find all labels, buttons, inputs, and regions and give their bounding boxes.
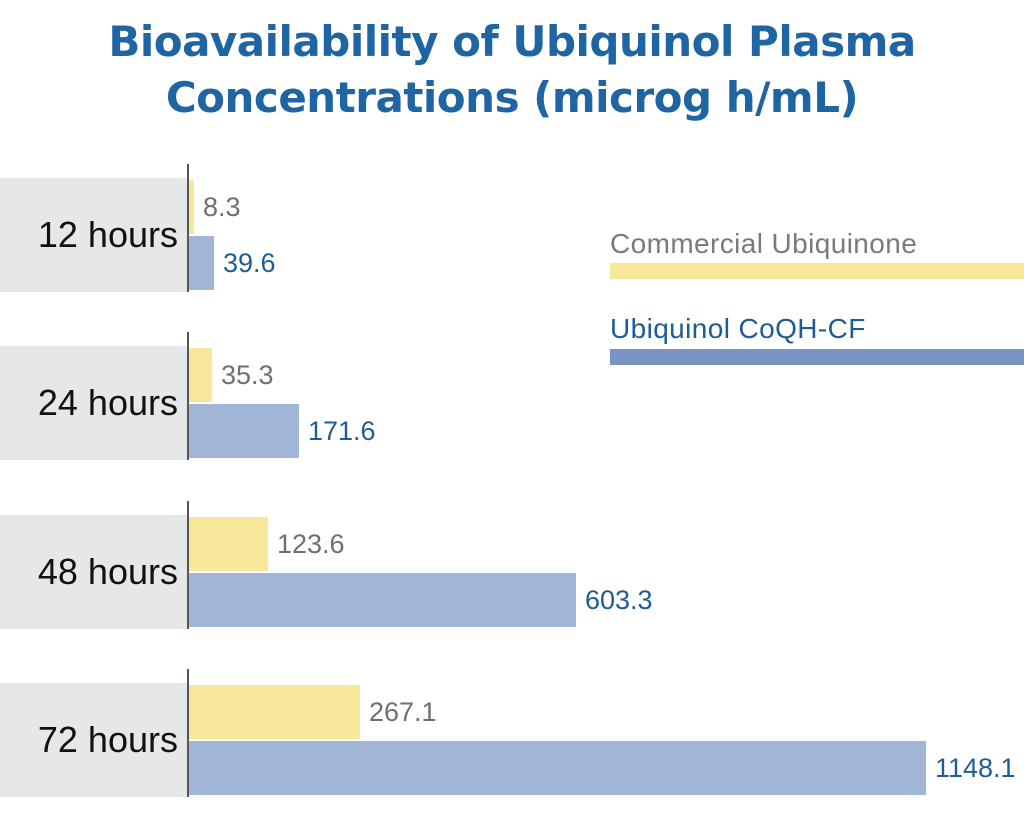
axis-segment-72-hours [187, 669, 189, 797]
chart-title-line-2: Concentrations (microg h/mL) [165, 73, 859, 122]
axis-segment-24-hours [187, 332, 189, 460]
bar-commercial-ubiquinone-12-hours [189, 180, 194, 234]
axis-segment-48-hours [187, 501, 189, 629]
data-label-ubiquinol-coqh-cf-24-hours: 171.6 [308, 416, 376, 446]
data-label-commercial-ubiquinone-72-hours: 267.1 [369, 697, 437, 727]
category-band-12-hours [0, 178, 188, 292]
data-label-commercial-ubiquinone-12-hours: 8.3 [203, 192, 241, 222]
bar-commercial-ubiquinone-72-hours [189, 685, 360, 739]
bar-ubiquinol-coqh-cf-12-hours [189, 236, 214, 290]
bar-ubiquinol-coqh-cf-72-hours [189, 741, 926, 795]
legend-label-commercial-ubiquinone: Commercial Ubiquinone [610, 228, 918, 259]
legend-label-ubiquinol-coqh-cf: Ubiquinol CoQH-CF [610, 313, 866, 344]
bar-commercial-ubiquinone-48-hours [189, 517, 268, 571]
bar-ubiquinol-coqh-cf-48-hours [189, 573, 576, 627]
category-band-24-hours [0, 346, 188, 460]
bar-ubiquinol-coqh-cf-24-hours [189, 404, 299, 458]
data-label-ubiquinol-coqh-cf-12-hours: 39.6 [223, 248, 276, 278]
data-label-commercial-ubiquinone-24-hours: 35.3 [221, 360, 274, 390]
category-label-72-hours: 72 hours [37, 719, 178, 760]
category-band-48-hours [0, 515, 188, 629]
data-label-ubiquinol-coqh-cf-48-hours: 603.3 [585, 585, 653, 615]
category-label-12-hours: 12 hours [37, 214, 178, 255]
category-band-72-hours [0, 683, 188, 797]
axis-segment-12-hours [187, 164, 189, 292]
category-label-24-hours: 24 hours [37, 382, 178, 423]
chart-title-line-1: Bioavailability of Ubiquinol Plasma [108, 17, 916, 66]
data-label-ubiquinol-coqh-cf-72-hours: 1148.1 [935, 753, 1016, 783]
category-label-48-hours: 48 hours [37, 551, 178, 592]
bar-commercial-ubiquinone-24-hours [189, 348, 212, 402]
data-label-commercial-ubiquinone-48-hours: 123.6 [277, 529, 345, 559]
legend-swatch-ubiquinol-coqh-cf [610, 349, 1024, 365]
chart-title: Bioavailability of Ubiquinol Plasma Conc… [0, 14, 1024, 126]
legend-swatch-commercial-ubiquinone [610, 263, 1024, 279]
